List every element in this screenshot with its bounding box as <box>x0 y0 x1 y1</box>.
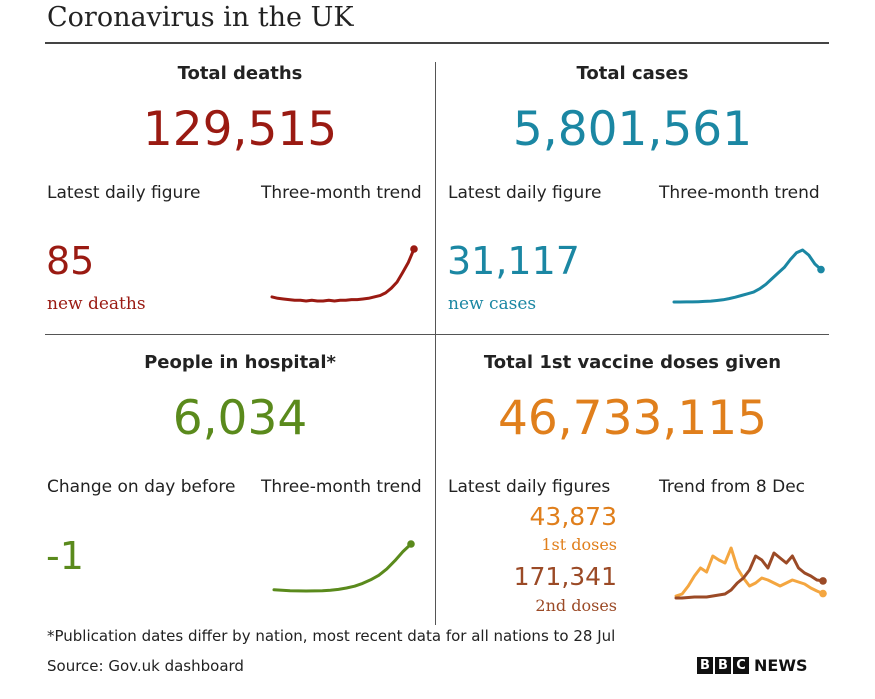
hospital-heading: People in hospital* <box>144 352 336 373</box>
cases-latest-unit: new cases <box>448 294 537 314</box>
vaccine-first-value: 43,873 <box>529 502 617 531</box>
vertical-divider <box>435 62 436 625</box>
vaccine-trend-chart <box>674 546 827 600</box>
vaccine-heading: Total 1st vaccine doses given <box>483 352 782 373</box>
spark-vaccine-line-0 <box>674 546 825 598</box>
vaccine-total: 46,733,115 <box>497 391 768 446</box>
source-note: Source: Gov.uk dashboard <box>47 657 244 675</box>
deaths-heading: Total deaths <box>177 63 303 84</box>
spark-deaths-endpoint-0 <box>410 245 418 253</box>
cases-latest-value: 31,117 <box>447 239 580 283</box>
cases-trend-chart <box>672 248 825 304</box>
title-rule <box>45 42 829 44</box>
cases-heading: Total cases <box>576 63 689 84</box>
deaths-latest-value: 85 <box>46 239 95 283</box>
logo-news-word: NEWS <box>754 656 808 675</box>
page-title: Coronavirus in the UK <box>47 2 354 33</box>
deaths-total: 129,515 <box>142 102 338 157</box>
cases-trend-label: Three-month trend <box>659 183 820 203</box>
deaths-latest-unit: new deaths <box>47 294 146 314</box>
vaccine-first-unit: 1st doses <box>541 535 617 554</box>
horizontal-divider <box>45 334 829 335</box>
cases-total: 5,801,561 <box>512 102 753 157</box>
deaths-latest-label: Latest daily figure <box>47 183 201 203</box>
spark-cases-endpoint-0 <box>817 265 825 274</box>
hospital-latest-value: -1 <box>46 534 84 578</box>
deaths-trend-chart <box>270 245 418 303</box>
logo-letter-b2: B <box>715 657 731 674</box>
footnote: *Publication dates differ by nation, mos… <box>47 627 616 645</box>
spark-hospital-line-0 <box>272 542 413 593</box>
spark-vaccine-endpoint-0 <box>819 589 827 598</box>
vaccine-trend-label: Trend from 8 Dec <box>659 477 806 497</box>
bbc-news-logo: B B C NEWS <box>697 656 808 675</box>
spark-deaths-line-0 <box>270 247 416 303</box>
hospital-latest-label: Change on day before <box>47 477 236 497</box>
spark-hospital-endpoint-0 <box>407 540 415 548</box>
vaccine-second-value: 171,341 <box>513 562 617 591</box>
spark-cases-line-0 <box>672 248 823 304</box>
logo-letter-b1: B <box>697 657 713 674</box>
cases-latest-label: Latest daily figure <box>448 183 602 203</box>
vaccine-second-unit: 2nd doses <box>535 596 617 615</box>
hospital-trend-chart <box>272 540 415 593</box>
spark-vaccine-line-1 <box>674 551 825 600</box>
deaths-trend-label: Three-month trend <box>261 183 422 203</box>
spark-vaccine-endpoint-1 <box>819 577 827 585</box>
vaccine-latest-label: Latest daily figures <box>448 477 611 497</box>
logo-letter-c: C <box>733 657 749 674</box>
hospital-total: 6,034 <box>172 391 308 446</box>
hospital-trend-label: Three-month trend <box>261 477 422 497</box>
